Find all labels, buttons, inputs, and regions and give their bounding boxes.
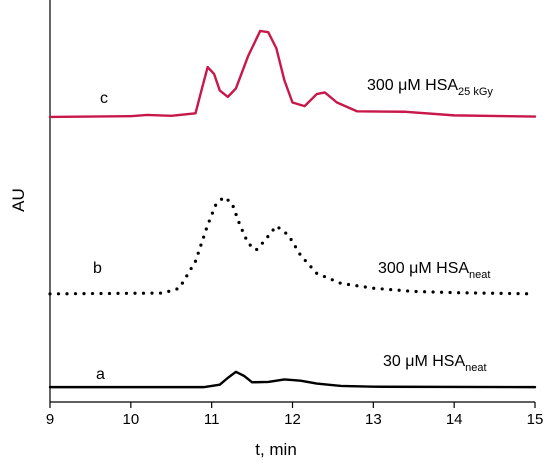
annotation-subscript: 25 kGy — [458, 86, 493, 98]
x-axis-label: t, min — [255, 440, 297, 459]
annotation-text: 30 μM HSA — [383, 353, 465, 370]
x-tick-label: 13 — [365, 411, 382, 428]
trace — [48, 370, 537, 389]
trace-label: b — [93, 260, 102, 277]
trace-label: a — [96, 366, 105, 383]
trace-annotation: 30 μM HSAneat — [383, 353, 487, 374]
trace-annotation: 300 μM HSAneat — [378, 260, 490, 281]
annotation-text: 300 μM HSA — [367, 77, 458, 94]
annotation-subscript: neat — [465, 362, 486, 374]
x-tick-label: 10 — [122, 411, 139, 428]
trace — [48, 195, 537, 296]
x-tick-label: 11 — [204, 411, 220, 428]
trace-annotation: 300 μM HSA25 kGy — [367, 77, 493, 98]
trace-label: c — [100, 90, 108, 107]
annotation-subscript: neat — [469, 269, 490, 281]
trace — [48, 29, 537, 119]
x-tick-label: 15 — [527, 411, 544, 428]
annotation-text: 300 μM HSA — [378, 260, 469, 277]
x-tick-label: 14 — [446, 411, 463, 428]
x-tick-label: 9 — [46, 411, 54, 428]
y-axis-label: AU — [9, 188, 28, 212]
x-tick-label: 12 — [284, 411, 301, 428]
